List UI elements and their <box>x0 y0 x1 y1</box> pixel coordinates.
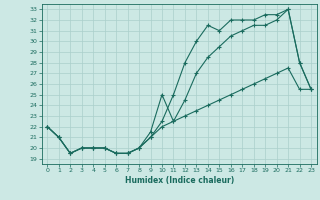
X-axis label: Humidex (Indice chaleur): Humidex (Indice chaleur) <box>124 176 234 185</box>
